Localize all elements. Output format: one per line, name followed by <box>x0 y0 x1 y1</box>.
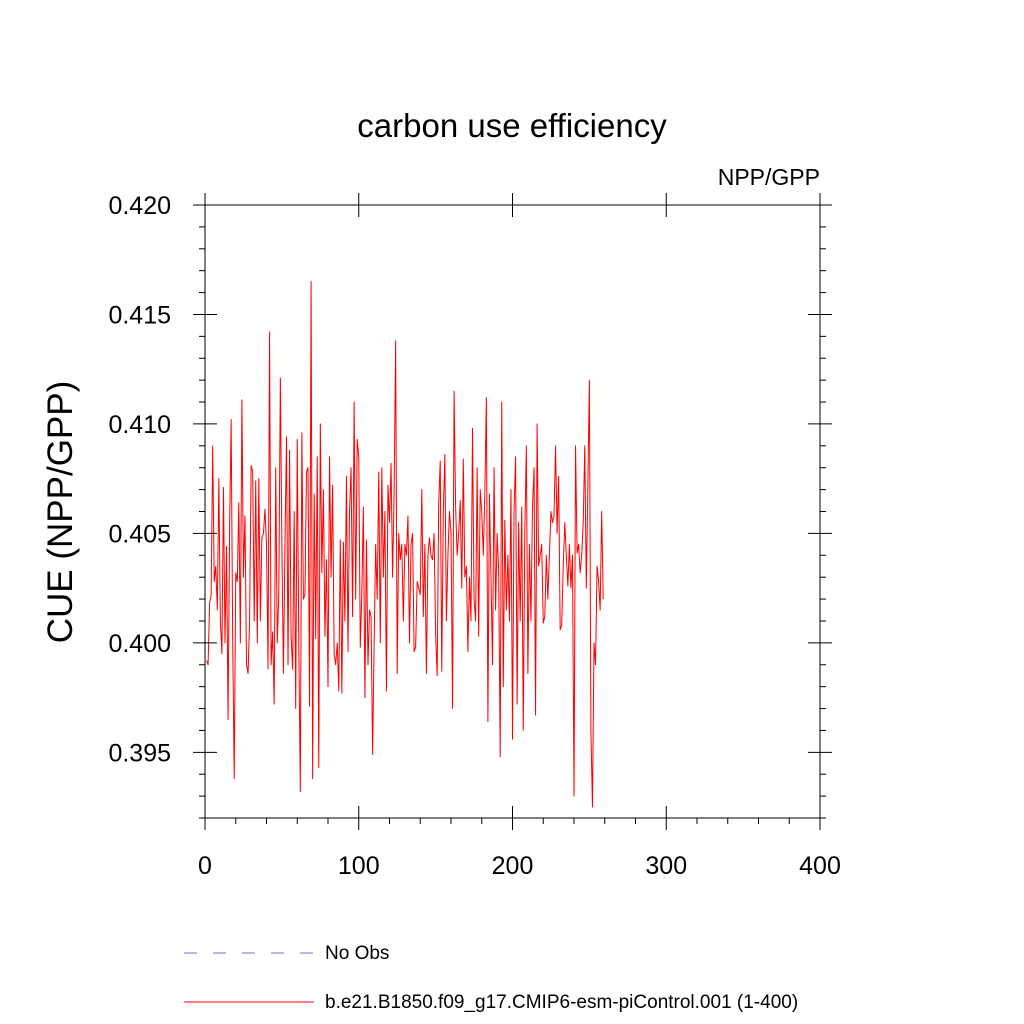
series-layer <box>206 281 604 808</box>
y-tick-label: 0.405 <box>108 520 171 548</box>
chart-subtitle: NPP/GPP <box>718 164 820 190</box>
legend-label-model-run: b.e21.B1850.f09_g17.CMIP6-esm-piControl.… <box>325 992 798 1013</box>
x-tick-label: 200 <box>492 852 534 880</box>
y-tick-label: 0.400 <box>108 630 171 658</box>
y-tick-label: 0.415 <box>108 301 171 329</box>
chart-title: carbon use efficiency <box>357 107 667 144</box>
axes-layer <box>193 193 832 830</box>
x-tick-label: 400 <box>799 852 841 880</box>
y-tick-label: 0.420 <box>108 192 171 220</box>
x-tick-labels: 0 100 200 300 400 <box>198 852 841 880</box>
series-line-model-run <box>206 281 604 808</box>
legend-label-no-obs: No Obs <box>325 943 389 964</box>
x-tick-label: 0 <box>198 852 212 880</box>
y-tick-labels: 0.395 0.400 0.405 0.410 0.415 0.420 <box>108 192 171 767</box>
y-tick-label: 0.410 <box>108 411 171 439</box>
y-axis-label: CUE (NPP/GPP) <box>41 381 80 644</box>
x-tick-label: 300 <box>645 852 687 880</box>
y-tick-label: 0.395 <box>108 739 171 767</box>
legend: No Obs b.e21.B1850.f09_g17.CMIP6-esm-piC… <box>184 943 798 1013</box>
x-tick-label: 100 <box>338 852 380 880</box>
